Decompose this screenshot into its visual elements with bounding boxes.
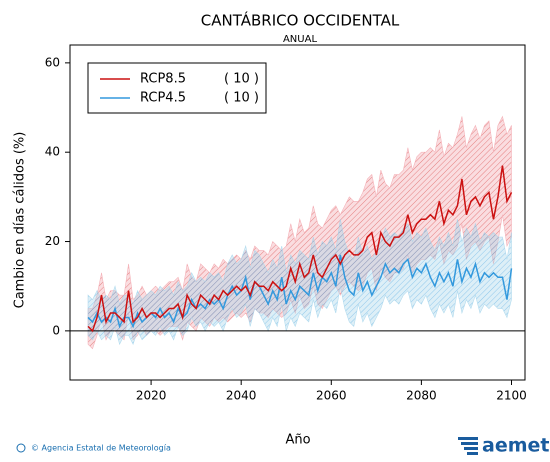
x-tick-label: 2100 bbox=[496, 389, 527, 403]
logo-mark bbox=[458, 437, 478, 455]
credit: © Agencia Estatal de Meteorología bbox=[31, 444, 171, 453]
series-line bbox=[87, 165, 513, 333]
legend-box bbox=[87, 62, 267, 114]
y-tick-label: 20 bbox=[45, 234, 60, 248]
x-tick-label: 2080 bbox=[406, 389, 437, 403]
y-tick-label: 60 bbox=[45, 55, 60, 69]
legend-label: RCP8.5 bbox=[140, 72, 186, 87]
series-line bbox=[87, 254, 513, 329]
chart-subtitle: ANUAL bbox=[283, 34, 317, 45]
x-tick-label: 2020 bbox=[136, 389, 167, 403]
y-tick-label: 0 bbox=[52, 323, 60, 337]
range-band bbox=[87, 219, 512, 346]
x-axis-label: Año bbox=[285, 433, 310, 448]
x-tick-label: 2040 bbox=[226, 389, 257, 403]
x-tick-label: 2060 bbox=[316, 389, 347, 403]
chart-title: CANTÁBRICO OCCIDENTAL bbox=[201, 11, 400, 30]
y-axis-label: Cambio en días cálidos (%) bbox=[13, 132, 28, 309]
y-tick-label: 40 bbox=[45, 145, 60, 159]
legend-count: ( 10 ) bbox=[224, 72, 259, 87]
plot-area bbox=[70, 115, 525, 350]
legend-count: ( 10 ) bbox=[224, 91, 259, 106]
legend-label: RCP4.5 bbox=[140, 91, 186, 106]
credit-icon bbox=[16, 443, 26, 453]
plot-frame bbox=[69, 44, 526, 381]
logo: aemet bbox=[482, 435, 549, 457]
